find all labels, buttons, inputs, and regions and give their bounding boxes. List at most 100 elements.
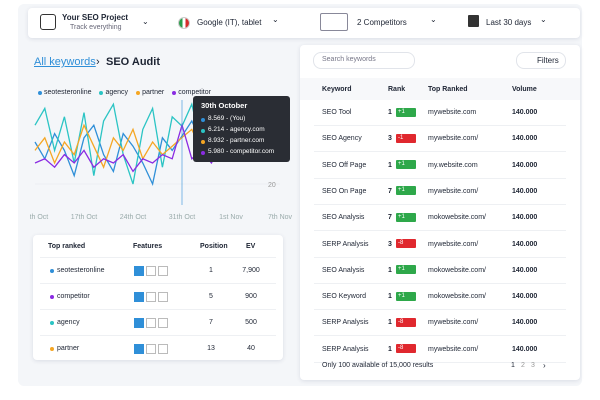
volume: 140.000 bbox=[512, 214, 538, 222]
table-header-bg bbox=[300, 78, 580, 100]
ev: 500 bbox=[245, 319, 257, 326]
rank-change-badge: +1 bbox=[396, 291, 416, 301]
feature-icon bbox=[158, 318, 168, 328]
tooltip-row: 8.932 - partner.com bbox=[208, 137, 265, 144]
legend-dot bbox=[99, 90, 104, 95]
position: 1 bbox=[209, 267, 213, 274]
search-box[interactable] bbox=[313, 52, 415, 69]
rank-change: +1 bbox=[398, 266, 405, 273]
top-ranked: mywebsite.com/ bbox=[428, 187, 479, 195]
row-divider bbox=[314, 361, 566, 363]
column-header: Rank bbox=[388, 86, 406, 93]
page-button[interactable]: 2 bbox=[521, 362, 525, 369]
competitors[interactable]: 2 Competitors bbox=[357, 18, 407, 27]
tooltip-dot bbox=[201, 129, 205, 133]
feature-icon bbox=[146, 266, 156, 276]
feature-icon bbox=[134, 318, 144, 328]
row-divider bbox=[314, 203, 566, 205]
series-dot bbox=[50, 347, 54, 351]
tooltip-row: 5.980 - competitor.com bbox=[208, 148, 275, 155]
tooltip: 30th October 8.569 - (You) 6.214 - agency.… bbox=[193, 96, 290, 162]
column-header: Keyword bbox=[322, 86, 352, 93]
feature-icon bbox=[134, 266, 144, 276]
legend-item: partner bbox=[136, 89, 164, 96]
x-tick-label: 1st Nov bbox=[219, 214, 243, 221]
rank: 3 bbox=[388, 135, 392, 143]
series-dot bbox=[50, 321, 54, 325]
ev: 40 bbox=[247, 345, 255, 352]
project-subtitle: Track everything bbox=[70, 24, 122, 31]
x-tick-label: 10th Oct bbox=[30, 214, 48, 221]
top-ranked: mywebsite.com bbox=[428, 109, 477, 116]
calendar-icon bbox=[468, 15, 479, 27]
keywords-panel bbox=[300, 45, 580, 380]
tooltip-row: 6.214 - agency.com bbox=[208, 126, 265, 133]
search-placeholder: Search keywords bbox=[322, 56, 376, 63]
rank-change: +1 bbox=[398, 108, 405, 115]
project-title[interactable]: Your SEO Project bbox=[62, 13, 129, 22]
legend-label: agency bbox=[105, 89, 129, 96]
column-header: Top ranked bbox=[48, 243, 86, 250]
search-engine[interactable]: Google (IT), tablet bbox=[197, 18, 262, 27]
x-tick-label: 31th Oct bbox=[169, 214, 196, 221]
row-divider bbox=[40, 335, 276, 336]
feature-icon bbox=[134, 292, 144, 302]
page-button[interactable]: 1 bbox=[511, 362, 515, 369]
row-divider bbox=[40, 283, 276, 284]
tooltip-dot bbox=[201, 140, 205, 144]
legend-dot bbox=[172, 90, 177, 95]
tooltip-row: 8.569 - (You) bbox=[208, 115, 246, 122]
rank-change: +1 bbox=[398, 161, 405, 168]
name: competitor bbox=[57, 293, 90, 300]
rank-change-badge: +1 bbox=[396, 186, 416, 196]
legend-item: seotesteronline bbox=[38, 89, 91, 96]
rank-change-badge: +1 bbox=[396, 160, 416, 170]
feature-icon bbox=[146, 344, 156, 354]
keyword: SEO On Page bbox=[322, 187, 367, 195]
y-tick-label: 20 bbox=[268, 182, 276, 189]
tooltip-title: 30th October bbox=[201, 101, 248, 110]
rank-change: -8 bbox=[398, 345, 404, 352]
volume: 140.000 bbox=[512, 319, 538, 327]
position: 13 bbox=[207, 345, 215, 352]
date-range[interactable]: Last 30 days bbox=[486, 18, 532, 27]
keyword: SEO Analysis bbox=[322, 214, 365, 222]
top-ranked: mywebsite.com/ bbox=[428, 240, 479, 248]
feature-icon bbox=[134, 344, 144, 354]
tooltip-dot bbox=[201, 118, 205, 122]
ev: 900 bbox=[245, 293, 257, 300]
volume: 140.000 bbox=[512, 135, 538, 143]
chevron[interactable]: ⌄ bbox=[142, 17, 149, 26]
volume: 140.000 bbox=[512, 293, 538, 301]
volume: 140.000 bbox=[512, 240, 538, 248]
chevron[interactable]: ⌄ bbox=[272, 15, 279, 24]
keyword: SEO Tool bbox=[322, 109, 352, 116]
next-page[interactable]: › bbox=[543, 361, 546, 370]
volume: 140.000 bbox=[512, 266, 538, 274]
chevron[interactable]: ⌄ bbox=[540, 15, 547, 24]
legend-label: seotesteronline bbox=[44, 89, 92, 96]
legend-item: agency bbox=[99, 89, 128, 96]
top-ranked: mywebsite.com/ bbox=[428, 345, 479, 353]
keyword: SEO Analysis bbox=[322, 266, 365, 274]
rank-change-badge: -8 bbox=[396, 344, 416, 354]
breadcrumb-link[interactable]: All keywords bbox=[34, 56, 96, 68]
rank-change: +1 bbox=[398, 292, 405, 299]
keyword: SERP Analysis bbox=[322, 345, 369, 353]
keyword: SERP Analysis bbox=[322, 240, 369, 248]
row-divider bbox=[314, 230, 566, 232]
name: partner bbox=[57, 345, 80, 352]
row-divider bbox=[314, 125, 566, 126]
page-button[interactable]: 3 bbox=[531, 362, 535, 369]
feature-icon bbox=[146, 318, 156, 328]
chevron[interactable]: ⌄ bbox=[430, 15, 437, 24]
row-divider bbox=[314, 151, 566, 153]
legend-dot bbox=[136, 90, 141, 95]
legend-item: competitor bbox=[172, 89, 211, 96]
row-divider bbox=[314, 282, 566, 284]
rank: 7 bbox=[388, 187, 392, 195]
filters-button[interactable] bbox=[516, 52, 566, 69]
position: 5 bbox=[209, 293, 213, 300]
legend-label: competitor bbox=[178, 89, 211, 96]
